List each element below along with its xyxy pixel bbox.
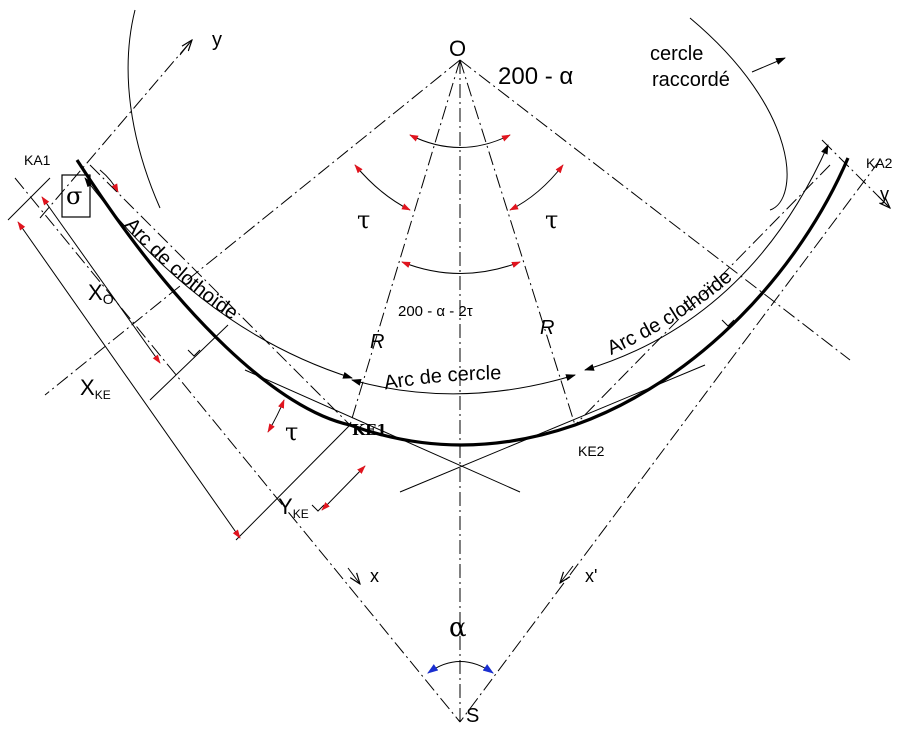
ka1-label: KA1	[24, 152, 51, 168]
connected-circle	[689, 17, 788, 211]
alignment-curve	[75, 157, 850, 447]
tangent-line-left	[14, 177, 461, 723]
radius-left-label: R	[370, 331, 384, 353]
ka2-label: KA2	[866, 155, 893, 171]
radius-O-KE2	[459, 59, 576, 426]
x-prime-axis-arrow	[560, 565, 574, 583]
tau-left-label: τ	[357, 206, 370, 234]
angle-top-label: 200 - α	[498, 63, 573, 90]
axis-x-label: x	[370, 566, 379, 586]
radius-O-KE1	[349, 59, 461, 426]
tau-low-label: τ	[285, 418, 298, 446]
center-O-label: O	[449, 36, 466, 61]
cercle-raccorde-line1: cercle	[650, 43, 703, 65]
dim-xke	[17, 221, 241, 539]
angle-arc-mid	[401, 261, 521, 274]
angle-arc-alpha	[427, 661, 494, 674]
angle-mid-label: 200 - α - 2τ	[398, 303, 473, 320]
dim-ext-ka1	[7, 177, 51, 221]
angle-arc-tau-low	[267, 399, 285, 433]
tangent-KE1	[244, 369, 521, 493]
angle-arc-tau-left	[354, 164, 411, 211]
radius-right-label: R	[540, 317, 554, 339]
arc-cercle-label: Arc de cercle	[382, 362, 501, 394]
ke2-label: KE2	[578, 443, 605, 459]
radius-O-KA1	[44, 59, 461, 396]
xo-label: XO	[88, 280, 114, 307]
angle-arc-ka1	[99, 169, 119, 193]
arc-clothoide-left-label: Arc de clothoïde	[120, 214, 242, 325]
xke-label: XKE	[80, 375, 111, 402]
arc-clothoide-right-label: Arc de clothoïde	[604, 266, 737, 360]
y-axis-left	[39, 39, 193, 219]
x-axis-arrow	[347, 567, 360, 584]
arc-cercle-line	[351, 374, 576, 395]
cercle-raccorde-leader	[751, 57, 786, 73]
cercle-raccorde-line2: raccordé	[652, 69, 730, 91]
yke-label: YKE	[278, 494, 309, 521]
connected-circle-left	[127, 9, 161, 209]
angle-arc-200-alpha	[409, 134, 511, 148]
arc-clothoide-left-line	[84, 177, 353, 379]
ke1-label: KE1	[352, 421, 387, 439]
y-axis-arrow-right	[877, 195, 890, 208]
sigma-label: σ	[66, 182, 82, 210]
apex-S-label: S	[466, 705, 479, 727]
dim-yke	[321, 465, 366, 511]
axis-y-label: y	[212, 29, 222, 51]
y-axis-arrow-left	[179, 40, 192, 56]
axis-y-right-label: y	[880, 184, 889, 204]
angle-arc-tau-right	[509, 164, 564, 211]
perp-ke1	[235, 424, 351, 541]
alpha-label: α	[449, 613, 467, 643]
tau-right-label: τ	[545, 206, 558, 234]
axis-x-prime-label: x'	[585, 566, 597, 586]
tangent-line-right	[459, 159, 881, 723]
arc-clothoide-right-line	[584, 144, 829, 371]
